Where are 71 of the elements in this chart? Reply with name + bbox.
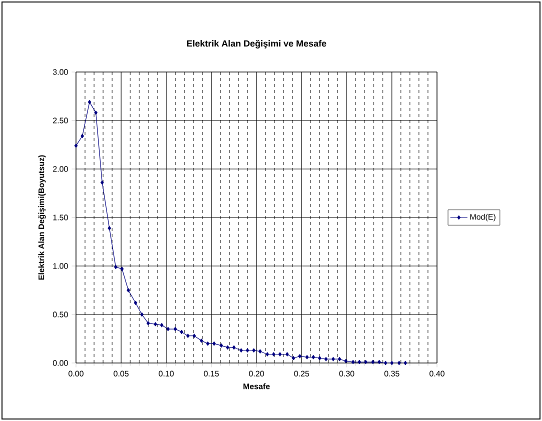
point xyxy=(292,356,296,360)
legend-label: Mod(E) xyxy=(470,214,496,222)
point xyxy=(246,348,250,352)
y-tick-label: 0.50 xyxy=(52,312,68,318)
point xyxy=(278,352,282,356)
point xyxy=(206,341,210,346)
point xyxy=(134,300,138,305)
point xyxy=(120,266,124,272)
point xyxy=(146,321,150,326)
y-tick-label: 2.50 xyxy=(53,118,68,124)
point xyxy=(226,345,230,350)
point xyxy=(166,326,170,332)
point xyxy=(186,334,190,338)
x-tick-label: 0.10 xyxy=(158,370,174,376)
chart-title: Elektrik Alan Değişimi ve Mesafe xyxy=(187,40,326,48)
point xyxy=(252,348,256,352)
point xyxy=(272,352,276,356)
point xyxy=(286,352,289,356)
point xyxy=(74,144,78,148)
point xyxy=(88,100,92,104)
point xyxy=(100,180,104,185)
point xyxy=(318,356,322,360)
point xyxy=(371,360,375,364)
point xyxy=(266,352,269,356)
point xyxy=(108,226,112,230)
point xyxy=(114,264,118,270)
x-tick-label: 0.05 xyxy=(114,370,129,376)
point xyxy=(378,360,381,364)
point xyxy=(397,360,401,366)
x-tick-label: 0.20 xyxy=(249,370,264,376)
point xyxy=(94,110,98,115)
x-tick-label: 0.30 xyxy=(339,370,354,376)
point xyxy=(200,338,204,343)
point xyxy=(312,355,316,360)
y-tick-label: 1.50 xyxy=(53,214,68,220)
y-tick-label: 2.00 xyxy=(53,166,68,172)
y-tick-label: 0.00 xyxy=(52,360,68,366)
point xyxy=(344,358,348,364)
y-tick-label: 1.00 xyxy=(53,263,68,269)
point xyxy=(220,343,223,348)
point xyxy=(298,354,302,358)
point xyxy=(332,357,335,362)
x-tick-label: 0.00 xyxy=(68,370,84,376)
point xyxy=(192,334,196,338)
point xyxy=(160,323,164,328)
point xyxy=(324,357,328,362)
x-tick-label: 0.35 xyxy=(384,370,400,376)
y-axis-title: Elektrik Alan Değişimi(Boyutsuz) xyxy=(38,155,46,280)
point xyxy=(232,345,236,350)
point xyxy=(390,360,394,366)
point xyxy=(364,360,368,364)
x-tick-label: 0.15 xyxy=(204,370,219,376)
x-axis-title: Mesafe xyxy=(243,383,270,390)
point xyxy=(80,134,84,138)
point xyxy=(384,360,388,366)
point xyxy=(180,330,184,334)
point xyxy=(404,360,408,366)
point xyxy=(351,360,355,364)
point xyxy=(174,326,177,332)
point xyxy=(240,348,243,352)
point xyxy=(140,312,144,317)
point xyxy=(126,288,130,292)
point xyxy=(338,357,342,362)
point xyxy=(358,360,362,364)
x-tick-label: 0.40 xyxy=(430,370,444,376)
x-tick-label: 0.25 xyxy=(294,370,310,376)
point xyxy=(212,341,216,346)
y-tick-label: 3.00 xyxy=(52,69,68,75)
point xyxy=(305,355,309,360)
point xyxy=(258,349,262,354)
point xyxy=(154,322,158,326)
